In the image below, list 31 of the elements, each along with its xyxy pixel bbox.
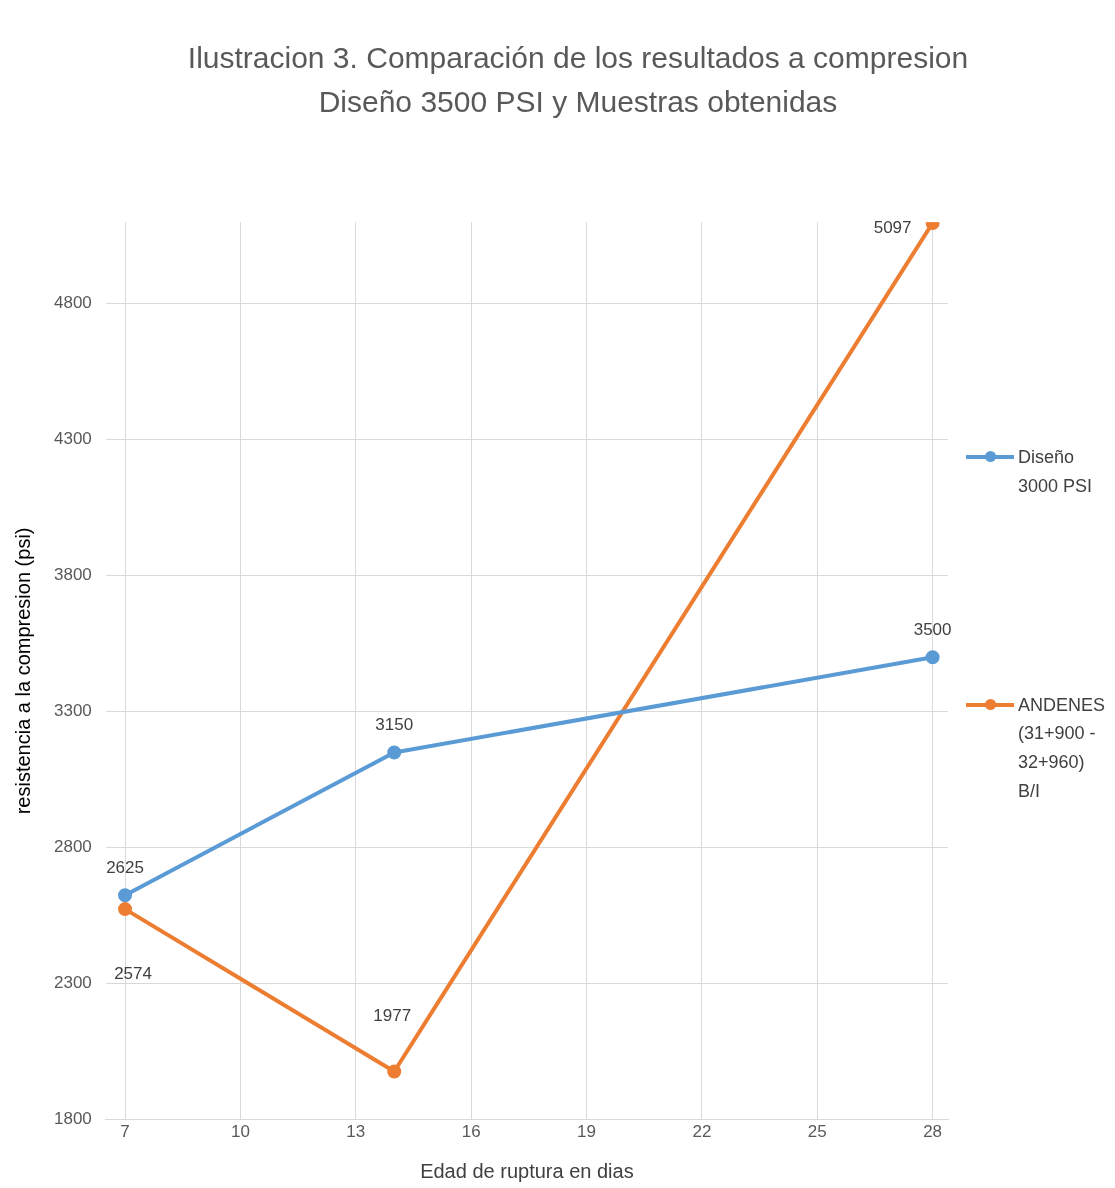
point xyxy=(118,902,133,917)
x-tick-label: 13 xyxy=(346,1122,366,1142)
legend-label: ANDENES (31+900 - 32+960) B/I xyxy=(1018,693,1106,803)
x-tick-label: 19 xyxy=(577,1122,596,1142)
legend-label: Diseño 3000 PSI xyxy=(1018,446,1094,498)
x-tick-label: 10 xyxy=(230,1122,250,1142)
data-label: 2574 xyxy=(114,964,152,984)
y-tick-label: 1800 xyxy=(53,1109,92,1129)
x-axis-title: Edad de ruptura en dias xyxy=(420,1159,634,1182)
point xyxy=(118,888,133,903)
y-tick-label: 3800 xyxy=(53,565,92,585)
data-label: 2625 xyxy=(106,858,144,878)
x-tick-label: 7 xyxy=(120,1122,130,1142)
data-label: 5097 xyxy=(873,218,912,238)
chart-title: Ilustracion 3. Comparación de los resultados a compresion Diseño 3500 PSI y Muestras obtenidas xyxy=(186,40,970,120)
point xyxy=(925,650,940,665)
x-tick-label: 28 xyxy=(923,1122,943,1142)
y-tick-label: 3300 xyxy=(53,701,92,721)
y-axis-title: resistencia a la compresion (psi) xyxy=(11,527,34,815)
data-label: 1977 xyxy=(373,1006,412,1026)
data-label: 3150 xyxy=(375,715,414,735)
y-tick-label: 2800 xyxy=(53,837,92,857)
x-tick-label: 16 xyxy=(461,1122,481,1142)
point xyxy=(387,1064,402,1079)
data-label: 3500 xyxy=(913,620,952,640)
point xyxy=(387,745,402,760)
y-tick-label: 4800 xyxy=(53,293,92,313)
y-tick-label: 2300 xyxy=(53,973,92,993)
y-tick-label: 4300 xyxy=(53,429,92,449)
x-tick-label: 25 xyxy=(807,1122,827,1142)
x-tick-label: 22 xyxy=(692,1122,712,1142)
